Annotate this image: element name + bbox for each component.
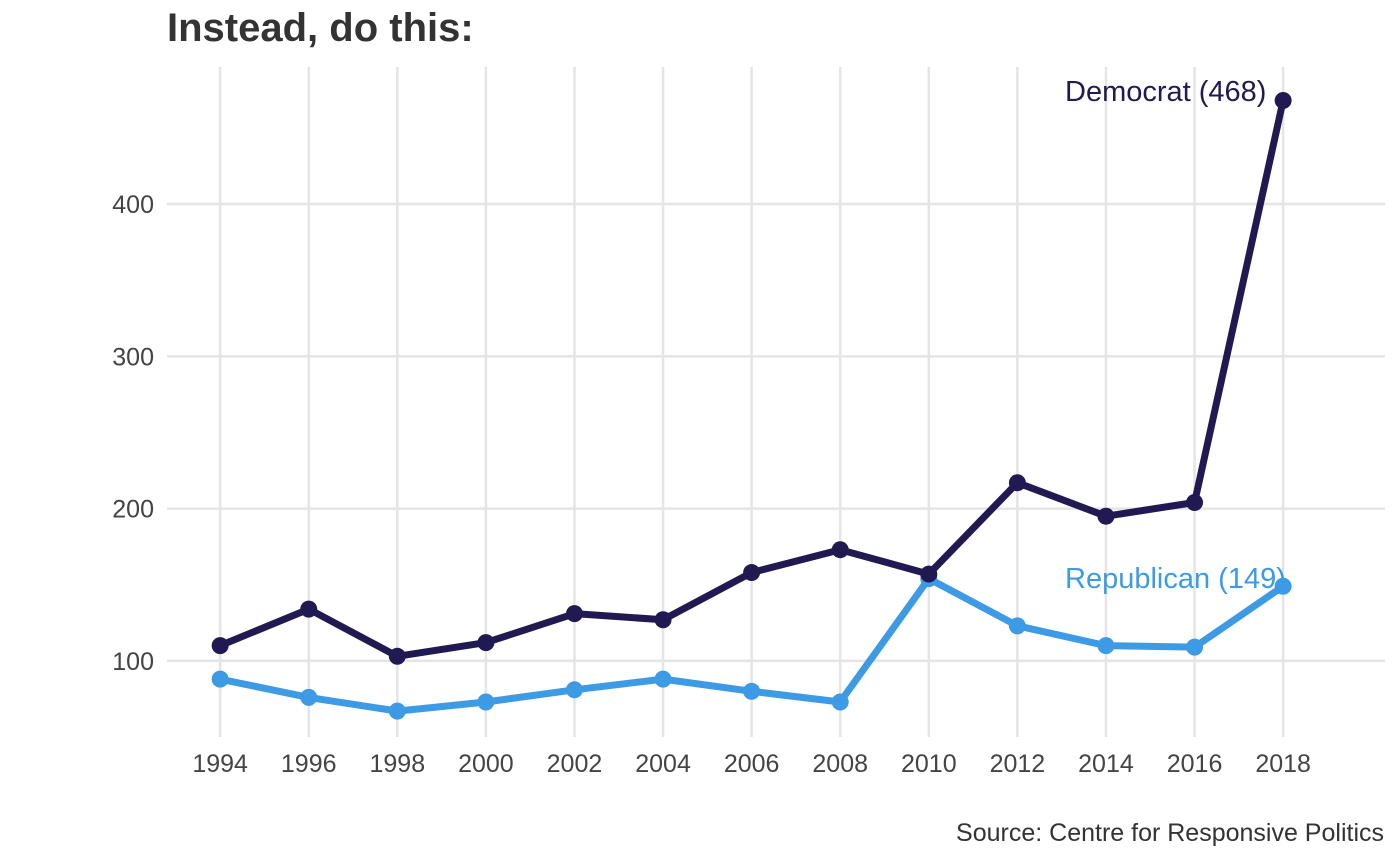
democrat-point: [743, 564, 761, 582]
democrat-point: [1274, 92, 1292, 109]
x-tick-label: 1994: [192, 750, 248, 778]
axis-labels: 1994 1996 1998 2000 2002 2004 2006 2008 2010 2012…: [112, 191, 1311, 778]
y-tick-label: 300: [112, 343, 154, 371]
grid: [167, 67, 1385, 737]
democrat-point: [1097, 507, 1115, 525]
x-tick-label: 2016: [1167, 750, 1223, 778]
republican-point: [743, 682, 761, 700]
democrat-point: [565, 605, 583, 623]
democrat-point: [654, 611, 672, 629]
x-tick-label: 2010: [901, 750, 957, 778]
republican-point: [1097, 637, 1115, 655]
x-tick-label: 2018: [1255, 750, 1311, 778]
republican-point: [1186, 638, 1204, 656]
republican-point: [1008, 617, 1026, 635]
x-tick-label: 2000: [458, 750, 514, 778]
democrat-point: [300, 600, 318, 618]
x-tick-label: 2014: [1078, 750, 1134, 778]
x-tick-label: 1996: [281, 750, 337, 778]
series-labels: Democrat (468) Republican (149): [1065, 76, 1286, 595]
x-tick-label: 1998: [370, 750, 426, 778]
democrat-point: [211, 637, 229, 655]
y-tick-label: 400: [112, 191, 154, 219]
republican-point: [831, 693, 849, 711]
x-tick-label: 2004: [635, 750, 691, 778]
x-tick-label: 2008: [812, 750, 868, 778]
democrat-point: [1186, 494, 1204, 511]
chart-title: Instead, do this:: [167, 6, 474, 50]
y-tick-label: 200: [112, 496, 154, 524]
republican-point: [388, 702, 406, 720]
x-tick-label: 2012: [990, 750, 1046, 778]
y-tick-label: 100: [112, 648, 154, 676]
x-tick-label: 2002: [547, 750, 603, 778]
democrat-point: [920, 565, 938, 583]
x-tick-label: 2006: [724, 750, 780, 778]
republican-point: [300, 688, 318, 706]
republican-point: [1274, 577, 1292, 595]
republican-point: [654, 670, 672, 688]
republican-series-label: Republican (149): [1065, 563, 1286, 595]
democrat-series-label: Democrat (468): [1065, 76, 1266, 108]
democrat-point: [1008, 474, 1026, 492]
republican-point: [477, 693, 495, 711]
democrat-point: [477, 634, 495, 652]
republican-point: [565, 681, 583, 699]
series: [211, 92, 1292, 720]
republican-point: [211, 670, 229, 688]
source-caption: Source: Centre for Responsive Politics: [956, 819, 1384, 847]
democrat-point: [388, 647, 406, 665]
democrat-point: [831, 541, 849, 559]
